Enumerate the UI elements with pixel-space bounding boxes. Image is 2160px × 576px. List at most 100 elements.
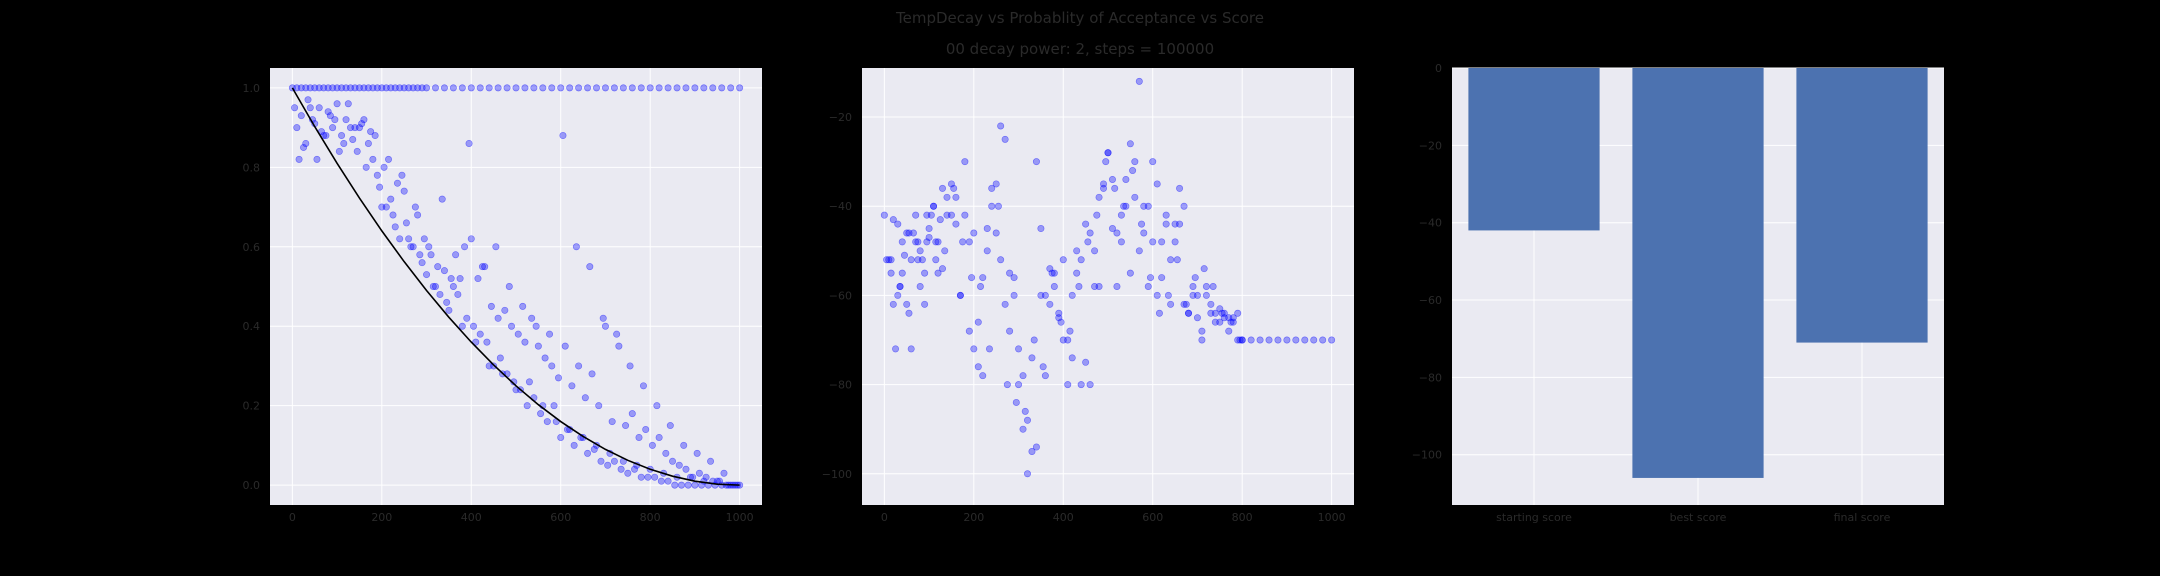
data-point (1200, 265, 1208, 273)
data-point (1068, 291, 1076, 299)
data-point (351, 84, 359, 92)
data-point (1167, 300, 1175, 308)
data-point (1216, 305, 1224, 313)
data-point (315, 84, 323, 92)
data-point (1144, 282, 1152, 290)
data-point (543, 418, 551, 426)
data-point (1104, 149, 1112, 157)
data-point (1082, 358, 1090, 366)
data-point (1185, 309, 1193, 317)
data-point (1120, 202, 1128, 210)
data-point (1010, 291, 1018, 299)
data-point (293, 124, 301, 132)
data-point (590, 445, 598, 453)
data-point (983, 247, 991, 255)
data-point (494, 314, 502, 322)
data-point (934, 238, 942, 246)
data-point (1225, 327, 1233, 335)
data-point (1211, 318, 1219, 326)
data-point (1140, 202, 1148, 210)
data-point (338, 84, 346, 92)
data-point (561, 342, 569, 350)
data-point (295, 155, 303, 163)
y-tick-label: 0.2 (243, 400, 261, 413)
data-point (595, 402, 603, 410)
data-point (1173, 256, 1181, 264)
data-point (427, 251, 435, 259)
data-point (335, 147, 343, 155)
data-point (523, 402, 531, 410)
data-point (1292, 336, 1300, 344)
data-point (932, 238, 940, 246)
acceptance-probability-panel: 0 200 400 600 800 1000 0.0 0.2 0.4 0.6 0.8 1.0 (243, 68, 762, 524)
data-point (1095, 282, 1103, 290)
data-point (548, 362, 556, 370)
data-point (456, 275, 464, 283)
data-point (1220, 309, 1228, 317)
data-point (642, 426, 650, 434)
data-point (1149, 158, 1157, 166)
data-point (1158, 274, 1166, 282)
data-point (952, 193, 960, 201)
data-point (474, 275, 482, 283)
data-point (1093, 211, 1101, 219)
data-point (1012, 398, 1020, 406)
data-point (887, 269, 895, 277)
data-point (671, 481, 679, 489)
data-point (1100, 180, 1108, 188)
data-point (970, 345, 978, 353)
data-point (1064, 336, 1072, 344)
data-point (440, 267, 448, 275)
data-point (894, 291, 902, 299)
data-point (291, 104, 299, 112)
data-point (554, 374, 562, 382)
data-point (476, 84, 484, 92)
data-point (1149, 238, 1157, 246)
data-point (1202, 282, 1210, 290)
data-point (333, 100, 341, 108)
data-point (1131, 193, 1139, 201)
x-tick-label: 200 (371, 511, 392, 524)
data-point (1032, 443, 1040, 451)
y-tick-label: −100 (1412, 449, 1442, 462)
data-point (340, 139, 348, 147)
data-point (673, 84, 681, 92)
data-point (1048, 269, 1056, 277)
data-point (1023, 470, 1031, 478)
data-point (514, 330, 522, 338)
data-point (615, 342, 623, 350)
data-point (646, 84, 654, 92)
data-point (521, 338, 529, 346)
data-point (584, 84, 592, 92)
data-point (1077, 256, 1085, 264)
data-point (1037, 291, 1045, 299)
data-point (525, 378, 533, 386)
data-point (903, 300, 911, 308)
data-point (992, 229, 1000, 237)
data-point (691, 481, 699, 489)
category-label: starting score (1496, 511, 1572, 524)
data-point (1126, 140, 1134, 148)
data-point (912, 238, 920, 246)
data-point (1122, 202, 1130, 210)
x-tick-label: 1000 (726, 511, 754, 524)
data-point (416, 251, 424, 259)
data-point (360, 84, 368, 92)
data-point (411, 203, 419, 211)
data-point (418, 84, 426, 92)
data-point (1084, 238, 1092, 246)
data-point (472, 338, 480, 346)
data-point (1319, 336, 1327, 344)
data-point (601, 84, 609, 92)
data-point (617, 465, 625, 473)
data-point (1032, 158, 1040, 166)
data-point (997, 122, 1005, 130)
data-point (465, 139, 473, 147)
score-bar (1468, 68, 1600, 231)
data-point (391, 84, 399, 92)
data-point (923, 238, 931, 246)
data-point (584, 449, 592, 457)
data-point (653, 402, 661, 410)
data-point (1015, 345, 1023, 353)
data-point (1135, 247, 1143, 255)
